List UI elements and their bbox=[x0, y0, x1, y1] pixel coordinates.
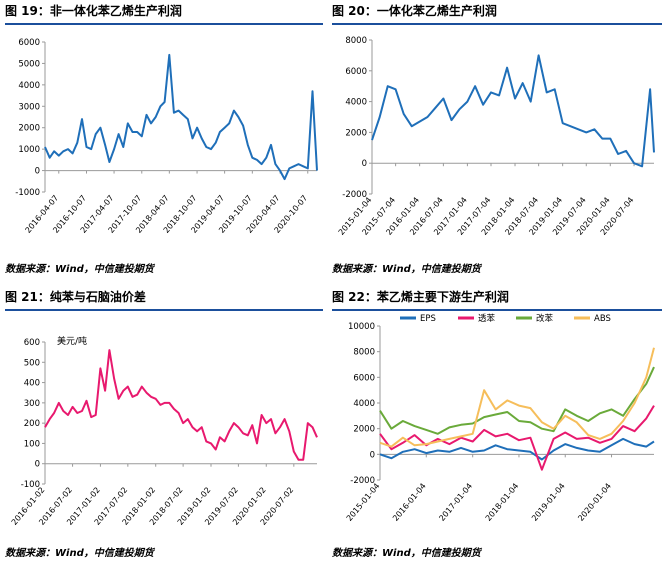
y-tick-label: 10000 bbox=[348, 322, 375, 332]
legend-label: EPS bbox=[420, 314, 436, 324]
series-line-ABS bbox=[379, 347, 655, 448]
y-axis-label: 美元/吨 bbox=[57, 335, 87, 347]
y-tick-label: 200 bbox=[24, 419, 40, 429]
series-line-改苯 bbox=[379, 366, 655, 435]
source-note: 数据来源：Wind，中信建投期货 bbox=[332, 548, 481, 559]
y-tick-label: 3000 bbox=[18, 102, 40, 112]
panel-fig19: 图 19：非一体化苯乙烯生产利润 -1000 0 1000 2000 3000 4000 5… bbox=[5, 2, 323, 275]
x-tick-label: 2019-01-04 bbox=[530, 482, 567, 523]
x-tick-label: 2016-01-04 bbox=[391, 482, 428, 523]
y-tick-label: -1000 bbox=[15, 188, 40, 198]
y-tick-label: -2000 bbox=[350, 476, 375, 486]
x-tick-label: 2020-01-04 bbox=[576, 482, 613, 523]
series-line-series-0 bbox=[44, 349, 318, 461]
series-line-series-0 bbox=[371, 54, 655, 168]
y-tick-label: 4000 bbox=[353, 399, 375, 409]
panel-fig21: 图 21：纯苯与石脑油价差 -100 0 100 200 300 400 500 600 201… bbox=[5, 288, 323, 560]
y-tick-label: 1000 bbox=[18, 145, 40, 155]
source-note: 数据来源：Wind，中信建投期货 bbox=[332, 264, 481, 275]
series-line-series-0 bbox=[44, 53, 318, 181]
y-tick-label: 500 bbox=[24, 358, 40, 368]
y-tick-label: 300 bbox=[24, 399, 40, 409]
chart-fig20: -2000020004000600080002015-01-042015-07-… bbox=[337, 36, 655, 237]
y-tick-label: 0 bbox=[370, 450, 375, 460]
y-tick-label: -100 bbox=[21, 480, 40, 490]
title-rule bbox=[332, 309, 662, 311]
panel-fig22: 图 22：苯乙烯主要下游生产利润 -2000 0 2000 4000 6000 8000 1… bbox=[332, 288, 662, 560]
y-tick-label: 5000 bbox=[18, 59, 40, 69]
y-tick-label: 0 bbox=[35, 167, 40, 177]
legend-label: 改苯 bbox=[536, 313, 554, 324]
y-tick-label: 6000 bbox=[18, 38, 40, 48]
x-tick-label: 2015-01-04 bbox=[345, 482, 382, 523]
y-tick-label: 400 bbox=[24, 379, 40, 389]
source-note: 数据来源：Wind，中信建投期货 bbox=[5, 264, 154, 275]
source-note: 数据来源：Wind，中信建投期货 bbox=[5, 548, 154, 559]
title-rule bbox=[5, 309, 323, 311]
y-tick-label: -2000 bbox=[342, 190, 367, 200]
chart-fig21: -10001002003004005006002016-01-022016-07… bbox=[10, 335, 318, 527]
panel-title: 图 19：非一体化苯乙烯生产利润 bbox=[5, 4, 182, 18]
x-tick-label: 2018-01-04 bbox=[484, 482, 521, 523]
y-tick-label: 6000 bbox=[345, 67, 367, 77]
y-tick-label: 0 bbox=[35, 460, 40, 470]
y-tick-label: 8000 bbox=[353, 348, 375, 358]
y-tick-label: 4000 bbox=[345, 98, 367, 108]
legend-label: 透苯 bbox=[478, 313, 496, 324]
panel-title: 图 20：一体化苯乙烯生产利润 bbox=[332, 4, 497, 18]
legend-label: ABS bbox=[594, 314, 611, 324]
y-tick-label: 100 bbox=[24, 439, 40, 449]
y-tick-label: 4000 bbox=[18, 81, 40, 91]
panel-title: 图 21：纯苯与石脑油价差 bbox=[5, 290, 146, 304]
y-tick-label: 0 bbox=[362, 159, 367, 169]
series-line-EPS bbox=[379, 437, 655, 461]
chart-fig19: -100001000200030004000500060002016-04-07… bbox=[15, 38, 318, 235]
panel-fig20: 图 20：一体化苯乙烯生产利润 -2000 0 2000 4000 6000 8000 20… bbox=[332, 2, 662, 275]
y-tick-label: 2000 bbox=[353, 425, 375, 435]
y-tick-label: 2000 bbox=[18, 124, 40, 134]
x-tick-label: 2017-01-04 bbox=[437, 482, 474, 523]
y-tick-label: 8000 bbox=[345, 36, 367, 46]
y-tick-label: 6000 bbox=[353, 373, 375, 383]
panel-title: 图 22：苯乙烯主要下游生产利润 bbox=[332, 290, 509, 304]
y-tick-label: 600 bbox=[24, 338, 40, 348]
y-tick-label: 2000 bbox=[345, 128, 367, 138]
title-rule bbox=[5, 23, 323, 25]
series-line-透苯 bbox=[379, 405, 655, 471]
title-rule bbox=[332, 23, 662, 25]
